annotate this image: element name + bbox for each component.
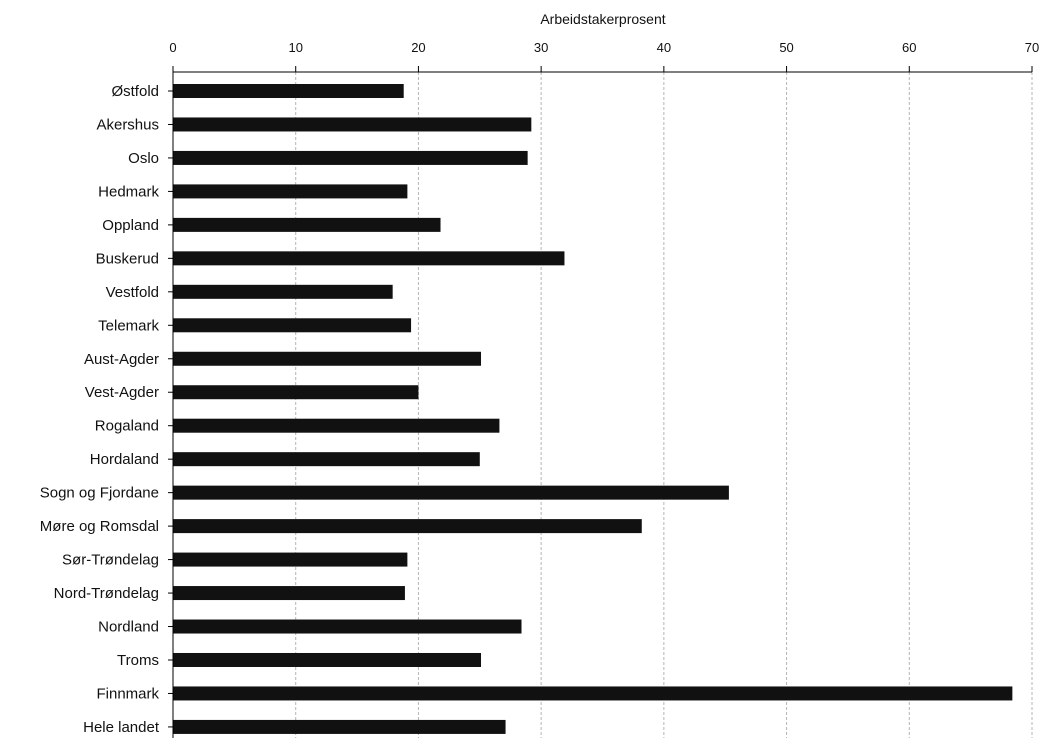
category-label: Akershus [96, 116, 159, 133]
grid-lines [295, 72, 1033, 738]
bar [173, 485, 729, 500]
bar [173, 619, 522, 634]
category-label: Telemark [98, 317, 159, 334]
category-label: Hele landet [83, 719, 160, 736]
x-axis-ticks: 0 10 20 30 40 50 60 70 [169, 40, 1039, 72]
bar [173, 351, 482, 366]
category-label: Aust-Agder [84, 351, 159, 368]
category-label: Rogaland [95, 418, 159, 435]
x-tick-label: 50 [779, 40, 793, 55]
category-label: Østfold [111, 83, 159, 100]
bar [173, 418, 500, 433]
bar [173, 318, 412, 333]
bar [173, 586, 405, 601]
x-tick-label: 0 [169, 40, 176, 55]
category-label: Finnmark [96, 685, 159, 702]
bar [173, 452, 480, 467]
category-label: Nordland [98, 619, 159, 636]
category-label: Nord-Trøndelag [54, 585, 159, 602]
x-tick-label: 20 [411, 40, 425, 55]
bar [173, 719, 506, 734]
bar [173, 284, 393, 299]
category-label: Hedmark [98, 183, 159, 200]
category-label: Hordaland [90, 451, 159, 468]
bar [173, 117, 532, 132]
bar [173, 652, 482, 667]
bar [173, 84, 404, 98]
category-labels: Østfold Akershus Oslo Hedmark Oppland Buskeru… [40, 83, 173, 736]
category-label: Oppland [102, 217, 159, 234]
category-label: Sogn og Fjordane [40, 485, 159, 502]
bar [173, 184, 408, 199]
bar [173, 150, 528, 165]
x-tick-label: 70 [1025, 40, 1039, 55]
category-label: Møre og Romsdal [40, 518, 159, 535]
category-label: Troms [117, 652, 159, 669]
x-tick-label: 40 [657, 40, 671, 55]
category-label: Vest-Agder [85, 384, 159, 401]
bar [173, 686, 1013, 701]
bars [173, 84, 1013, 734]
category-label: Buskerud [96, 250, 159, 267]
category-label: Vestfold [106, 284, 159, 301]
x-axis-title: Arbeidstakerprosent [540, 11, 665, 27]
category-label: Oslo [128, 150, 159, 167]
category-label: Sør-Trøndelag [62, 552, 159, 569]
bar [173, 552, 408, 567]
x-tick-label: 30 [534, 40, 548, 55]
bar [173, 385, 419, 400]
x-tick-label: 10 [288, 40, 302, 55]
bar [173, 251, 565, 266]
bar [173, 217, 441, 232]
x-tick-label: 60 [902, 40, 916, 55]
bar [173, 519, 642, 534]
